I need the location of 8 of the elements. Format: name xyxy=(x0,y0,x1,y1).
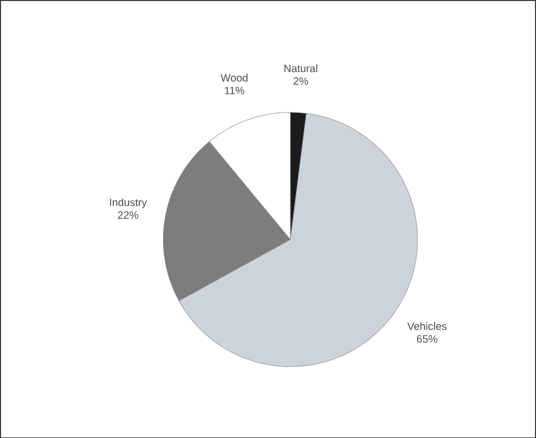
data-label: 2% xyxy=(294,77,308,85)
slice-label: Wood xyxy=(220,74,248,82)
slice-label: Vehicles xyxy=(407,322,446,330)
data-label: 11% xyxy=(224,86,244,94)
data-label: 65% xyxy=(416,334,438,342)
slice-label: Natural xyxy=(284,64,318,72)
slice-label: Industry xyxy=(110,198,147,208)
data-label: 22% xyxy=(118,211,138,219)
